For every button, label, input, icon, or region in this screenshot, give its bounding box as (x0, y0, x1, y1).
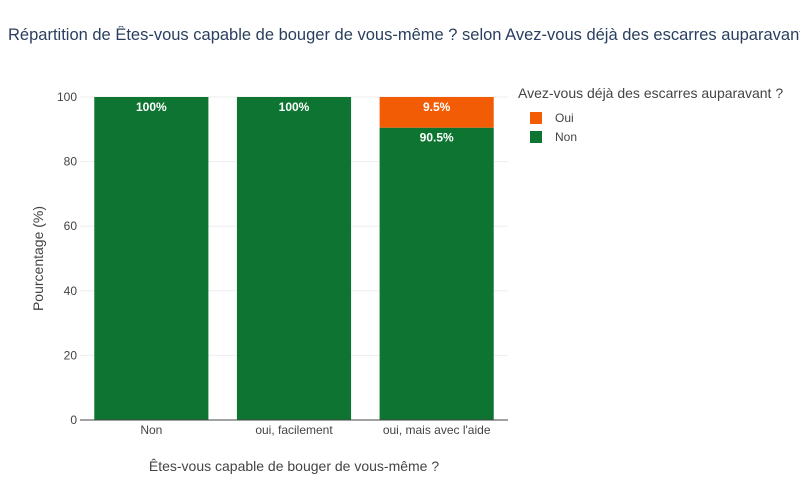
y-tick-label: 60 (64, 219, 78, 233)
y-axis-title: Pourcentage (%) (30, 206, 46, 311)
bar-non-0 (94, 97, 209, 420)
bar-data-label: 100% (279, 100, 310, 114)
bars: 100% 100% 90.5% 9.5% (94, 97, 494, 420)
bar-data-label: 100% (136, 100, 167, 114)
axis-ticks: 0 20 40 60 80 100 Non oui, facilement oui, mais … (57, 90, 491, 437)
bar-non-2 (379, 127, 494, 420)
legend-label-non[interactable]: Non (555, 130, 577, 144)
x-axis-title: Êtes-vous capable de bouger de vous-même… (149, 458, 439, 474)
y-tick-label: 80 (64, 155, 78, 169)
legend-swatch-non[interactable] (530, 131, 542, 143)
chart-title: Répartition de Êtes-vous capable de boug… (8, 26, 800, 44)
bar-data-label: 9.5% (423, 100, 451, 114)
legend-swatch-oui[interactable] (530, 112, 542, 124)
y-tick-label: 0 (70, 413, 77, 427)
y-tick-label: 100 (57, 90, 77, 104)
legend-label-oui[interactable]: Oui (555, 111, 574, 125)
x-tick-label: oui, mais avec l'aide (383, 423, 491, 437)
x-tick-label: Non (140, 423, 162, 437)
bar-non-1 (236, 97, 352, 420)
legend-title: Avez-vous déjà des escarres auparavant ? (518, 85, 783, 101)
legend: Avez-vous déjà des escarres auparavant ?… (518, 85, 783, 144)
y-tick-label: 40 (64, 284, 78, 298)
x-tick-label: oui, facilement (255, 423, 333, 437)
bar-data-label: 90.5% (420, 131, 454, 145)
bar-oui-2 (379, 97, 494, 128)
y-tick-label: 20 (64, 348, 78, 362)
